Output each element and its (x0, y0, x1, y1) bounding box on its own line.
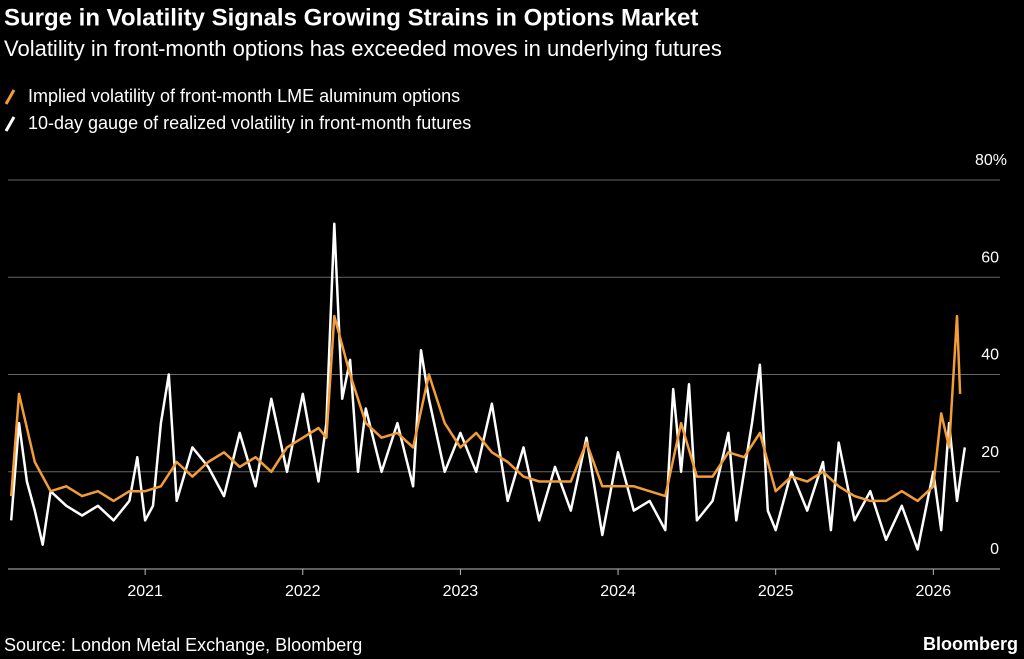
series-line (9, 314, 962, 503)
y-tick-label: 0 (990, 541, 999, 558)
legend-label: Implied volatility of front-month LME al… (28, 86, 460, 106)
legend-label: 10-day gauge of realized volatility in f… (28, 113, 471, 133)
chart-title: Surge in Volatility Signals Growing Stra… (4, 4, 698, 31)
series-line (9, 222, 967, 551)
x-tick-label: 2022 (285, 583, 321, 600)
source: Source: London Metal Exchange, Bloomberg (4, 635, 362, 655)
y-tick-label: 20 (981, 444, 999, 461)
x-tick-label: 2025 (758, 583, 794, 600)
legend-swatch (4, 116, 16, 132)
y-tick-label: 40 (981, 347, 999, 364)
y-tick-label: 60 (981, 249, 999, 266)
x-tick-label: 2023 (443, 583, 479, 600)
x-tick-label: 2026 (916, 583, 952, 600)
chart-subtitle: Volatility in front-month options has ex… (4, 36, 722, 61)
legend-swatch (4, 89, 16, 105)
x-tick-label: 2024 (600, 583, 636, 600)
brand: Bloomberg (923, 634, 1018, 654)
x-tick-label: 2021 (127, 583, 163, 600)
y-tick-label: 80% (975, 152, 1007, 169)
